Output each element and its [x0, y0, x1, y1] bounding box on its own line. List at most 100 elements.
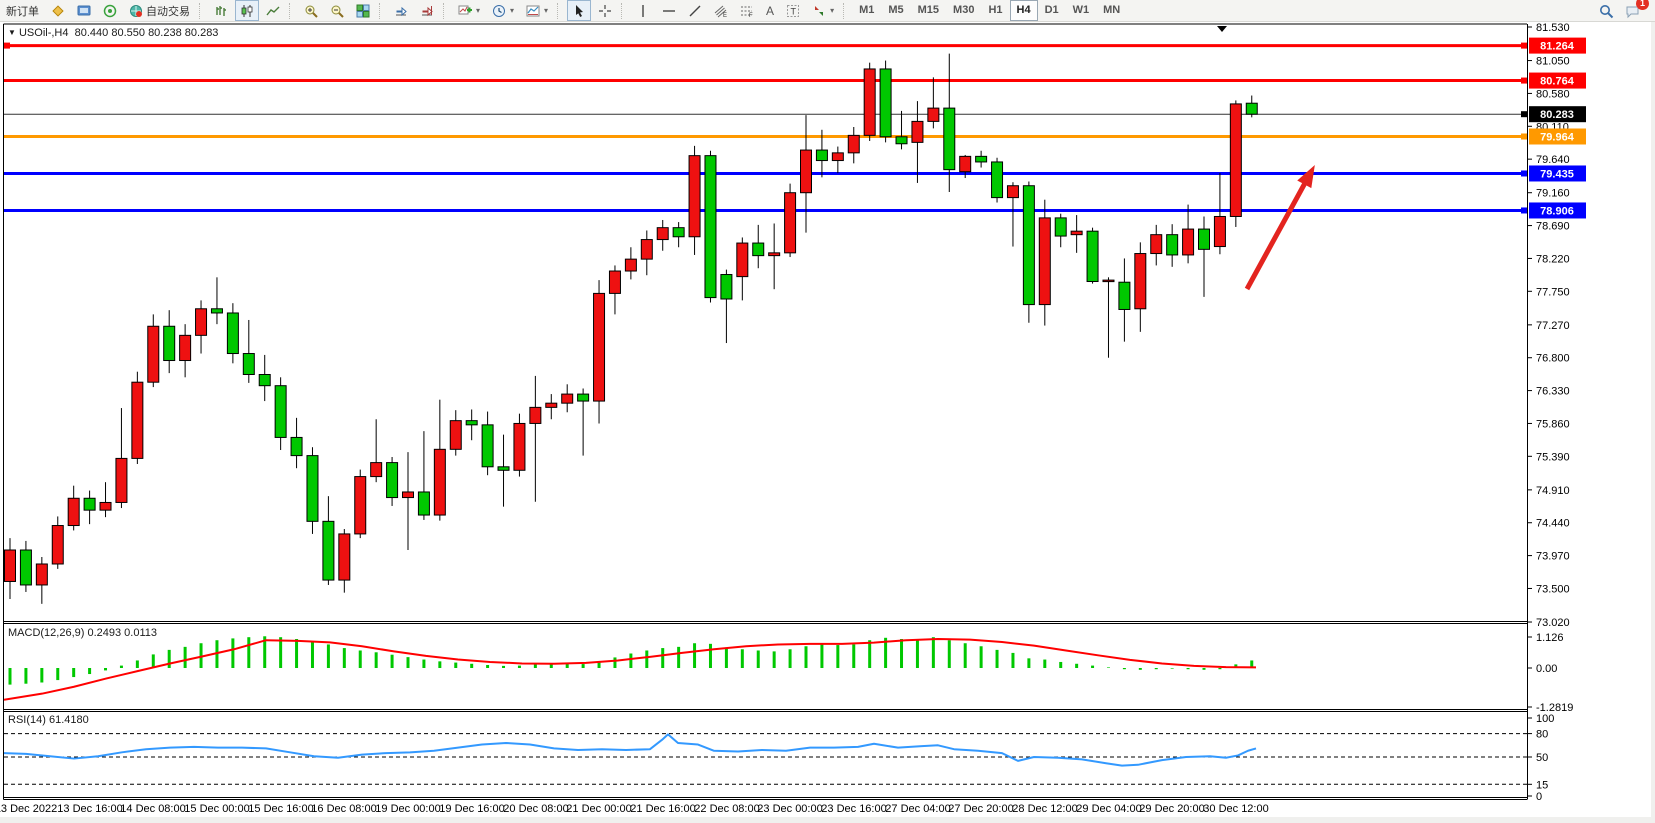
- time-axis-label: 27 Dec 20:00: [948, 803, 1013, 815]
- terminal-button[interactable]: [72, 0, 96, 21]
- candle-body: [274, 385, 287, 438]
- text-tool-button[interactable]: A: [761, 0, 779, 21]
- cursor-tool-button[interactable]: [567, 0, 592, 21]
- vertical-line-tool-button[interactable]: [631, 0, 655, 21]
- price-tick-label: 74.910: [1536, 485, 1570, 497]
- chevron-down-icon: ▾: [510, 6, 515, 15]
- timeframe-button-H1[interactable]: H1: [988, 4, 1003, 16]
- timeframe-button-M5[interactable]: M5: [888, 4, 904, 16]
- trend-arrow-head[interactable]: [1297, 164, 1315, 189]
- terminal-icon: [77, 4, 91, 18]
- chart-dropdown-icon[interactable]: ▼: [8, 28, 16, 37]
- candle-body: [1198, 228, 1210, 250]
- notifications-button[interactable]: 1: [1620, 0, 1649, 21]
- channel-icon: E: [714, 4, 728, 19]
- price-tick-label: 81.530: [1536, 22, 1570, 34]
- candle-body: [1070, 230, 1083, 236]
- line-endpoint: [1521, 207, 1527, 214]
- timeframe-button-H4[interactable]: H4: [1009, 0, 1038, 21]
- line-chart-button[interactable]: [261, 0, 285, 21]
- chart-shift-button[interactable]: [415, 0, 439, 21]
- candle-body: [879, 68, 892, 138]
- trend-arrow-shaft[interactable]: [1244, 179, 1309, 291]
- chart-header: ▼ USOil-,H4 80.440 80.550 80.238 80.283: [8, 27, 218, 39]
- search-icon: [1599, 4, 1614, 18]
- zoom-in-button[interactable]: [299, 0, 323, 21]
- price-tick-label: 79.160: [1536, 188, 1570, 200]
- rsi-label: RSI(14) 61.4180: [8, 714, 89, 726]
- toolbar-separator: [557, 2, 563, 19]
- toolbar-separator: [199, 2, 205, 19]
- timeframe-button-W1[interactable]: W1: [1072, 4, 1090, 16]
- macd-axis-label: 1.126: [1536, 632, 1564, 644]
- label-tool-button[interactable]: T: [781, 0, 805, 21]
- period-button[interactable]: ▾: [487, 0, 519, 21]
- chart-symbol-period: USOil-,H4: [18, 27, 69, 39]
- candle-body: [975, 155, 988, 163]
- candle-body: [67, 497, 80, 527]
- price-badge-label: 81.264: [1540, 41, 1575, 53]
- search-button[interactable]: [1594, 0, 1618, 21]
- svg-text:T: T: [791, 6, 797, 16]
- line-endpoint: [1521, 133, 1527, 140]
- template-button[interactable]: ▾: [521, 0, 553, 21]
- timeframe-button-M1[interactable]: M1: [859, 4, 875, 16]
- candlestick-chart-button[interactable]: [235, 0, 259, 21]
- candle-body: [624, 258, 637, 272]
- time-axis-label: 22 Dec 08:00: [694, 803, 759, 815]
- candle-body: [115, 457, 128, 503]
- auto-scroll-button[interactable]: [389, 0, 413, 21]
- time-axis-label: 23 Dec 00:00: [757, 803, 822, 815]
- candle-body: [481, 424, 494, 468]
- candle-body: [1229, 103, 1242, 217]
- candle-body: [1118, 281, 1131, 310]
- time-axis-label: 13 Dec 16:00: [57, 803, 122, 815]
- tile-windows-button[interactable]: [351, 0, 375, 21]
- price-tick-label: 77.750: [1536, 286, 1570, 298]
- candle-body: [768, 252, 781, 257]
- price-badge-label: 80.283: [1540, 109, 1574, 121]
- timeframe-button-M15[interactable]: M15: [917, 4, 940, 16]
- candle-body: [1102, 279, 1115, 283]
- candle-body: [417, 491, 430, 516]
- bar-chart-button[interactable]: [209, 0, 233, 21]
- horizontal-line-tool-button[interactable]: [657, 0, 681, 21]
- candle-body: [258, 374, 271, 387]
- channel-tool-button[interactable]: E: [709, 0, 733, 21]
- candle-body: [306, 455, 319, 522]
- fibonacci-tool-button[interactable]: F: [735, 0, 759, 21]
- new-order-button[interactable]: 新订单: [1, 0, 44, 21]
- price-badge: [1529, 128, 1586, 145]
- candle-body: [688, 155, 701, 238]
- price-tick-label: 73.500: [1536, 583, 1570, 595]
- timeframe-button-M30[interactable]: M30: [953, 4, 975, 16]
- rsi-axis-label: 100: [1536, 713, 1554, 725]
- price-badge: [1529, 165, 1586, 182]
- crosshair-tool-button[interactable]: [593, 0, 617, 21]
- trendline-tool-button[interactable]: [683, 0, 707, 21]
- candle-body: [1245, 102, 1258, 115]
- fibonacci-icon: F: [740, 4, 754, 19]
- candle-body: [433, 448, 446, 516]
- chart-shift-marker[interactable]: [1217, 26, 1227, 32]
- time-axis-label: 15 Dec 00:00: [184, 803, 249, 815]
- arrows-tool-button[interactable]: ▾: [807, 0, 839, 21]
- price-badge: [1529, 37, 1586, 54]
- auto-trading-button[interactable]: 自动交易: [124, 0, 195, 21]
- price-tick-label: 80.580: [1536, 88, 1570, 100]
- candle-body: [1086, 230, 1099, 283]
- line-handle[interactable]: [4, 42, 10, 49]
- timeframe-button-MN[interactable]: MN: [1103, 4, 1121, 16]
- timeframe-button-D1[interactable]: D1: [1044, 4, 1059, 16]
- candle-body: [210, 308, 223, 314]
- rsi-axis-label: 80: [1536, 729, 1548, 741]
- toolbar-separator: [289, 2, 295, 19]
- candle-body: [402, 491, 414, 499]
- price-badge: [1529, 202, 1586, 219]
- candle-body: [736, 242, 749, 278]
- zoom-out-button[interactable]: [325, 0, 349, 21]
- signal-button[interactable]: [98, 0, 122, 21]
- charts-group-button[interactable]: [46, 0, 70, 21]
- add-indicator-button[interactable]: ▾: [453, 0, 485, 21]
